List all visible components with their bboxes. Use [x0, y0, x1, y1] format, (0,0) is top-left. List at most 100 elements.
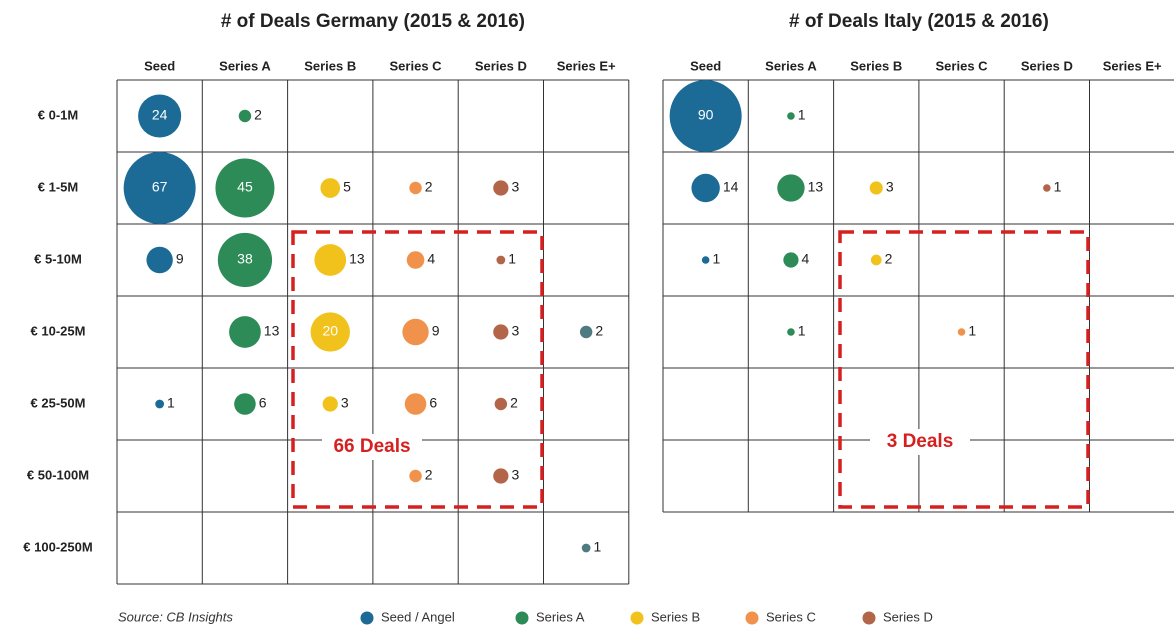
- value-label: 67: [152, 179, 168, 195]
- column-header: Series C: [390, 58, 443, 73]
- bubble: [146, 246, 173, 274]
- value-label: 3: [511, 467, 519, 483]
- value-label: 13: [808, 179, 824, 195]
- legend-label: Series C: [766, 609, 816, 624]
- bubble: [402, 318, 429, 346]
- column-header: Seed: [144, 58, 175, 73]
- bubble: [238, 109, 252, 123]
- value-label: 3: [511, 323, 519, 339]
- value-label: 45: [237, 179, 253, 195]
- bubble: [493, 468, 509, 484]
- column-header: Series A: [765, 58, 817, 73]
- source: Source: CB Insights: [118, 609, 233, 624]
- bubble: [409, 469, 422, 483]
- value-label: 38: [237, 251, 253, 267]
- bubble: [869, 181, 883, 195]
- row-label: € 5-10M: [34, 251, 82, 266]
- bubble: [787, 112, 795, 120]
- value-label: 90: [698, 107, 714, 123]
- bubble: [1043, 184, 1051, 192]
- bubble: [783, 252, 799, 268]
- bubble: [579, 325, 593, 339]
- value-label: 1: [167, 395, 175, 411]
- column-header: Series B: [850, 58, 902, 73]
- bubble: [215, 158, 275, 218]
- value-label: 2: [885, 251, 893, 267]
- bubble: [669, 80, 742, 152]
- row-label: € 1-5M: [38, 179, 78, 194]
- row-label: € 10-25M: [31, 323, 86, 338]
- legend-marker: [360, 611, 374, 625]
- bubble: [404, 393, 427, 415]
- value-label: 2: [425, 467, 433, 483]
- legend-marker: [515, 611, 529, 625]
- value-label: 3: [886, 179, 894, 195]
- row-label: € 0-1M: [38, 107, 78, 122]
- annotation: 66 Deals: [333, 436, 410, 457]
- chart-title: # of Deals Italy (2015 & 2016): [789, 11, 1049, 32]
- value-label: 20: [322, 323, 338, 339]
- bubble: [409, 181, 422, 195]
- highlight-box: [838, 230, 1090, 509]
- bubble: [310, 312, 350, 352]
- bubble: [234, 393, 256, 415]
- column-header: Series B: [304, 58, 356, 73]
- value-label: 1: [508, 251, 516, 267]
- bubble: [581, 543, 591, 553]
- column-header: Series A: [219, 58, 271, 73]
- bubble: [123, 152, 196, 224]
- bubble: [229, 316, 261, 348]
- value-label: 3: [511, 179, 519, 195]
- row-label: € 100-250M: [23, 539, 92, 554]
- legend-marker: [630, 611, 644, 625]
- bubble: [314, 244, 347, 276]
- bubble: [493, 180, 509, 196]
- legend-label: Series A: [536, 609, 585, 624]
- bubble: [691, 173, 720, 203]
- bubble: [870, 254, 882, 266]
- bubble: [320, 178, 341, 198]
- legend-label: Series D: [883, 609, 933, 624]
- value-label: 4: [427, 251, 435, 267]
- value-label: 9: [176, 251, 184, 267]
- column-header: Series E+: [557, 58, 616, 73]
- value-label: 6: [259, 395, 267, 411]
- bubble: [138, 94, 182, 138]
- value-label: 2: [425, 179, 433, 195]
- value-label: 1: [798, 323, 806, 339]
- value-label: 13: [264, 323, 280, 339]
- bubble: [957, 328, 966, 336]
- value-label: 1: [798, 107, 806, 123]
- bubble: [406, 251, 425, 269]
- bubble: [701, 256, 710, 264]
- annotation-bg: [870, 429, 970, 455]
- row-label: € 25-50M: [31, 395, 86, 410]
- value-label: 1: [594, 539, 602, 555]
- value-label: 1: [968, 323, 976, 339]
- value-label: 2: [595, 323, 603, 339]
- value-label: 4: [802, 251, 810, 267]
- column-header: Series C: [936, 58, 989, 73]
- value-label: 24: [152, 107, 168, 123]
- chart-title: # of Deals Germany (2015 & 2016): [221, 11, 525, 32]
- column-header: Series D: [475, 58, 527, 73]
- value-label: 6: [429, 395, 437, 411]
- row-label: € 50-100M: [27, 467, 89, 482]
- bubble: [493, 324, 509, 340]
- column-header: Seed: [690, 58, 721, 73]
- value-label: 2: [510, 395, 518, 411]
- legend-marker: [745, 611, 759, 625]
- bubble: [155, 399, 165, 409]
- value-label: 9: [432, 323, 440, 339]
- bubble: [787, 328, 795, 336]
- value-label: 13: [349, 251, 365, 267]
- value-label: 5: [343, 179, 351, 195]
- bubble: [217, 232, 273, 288]
- value-label: 1: [1054, 179, 1062, 195]
- annotation: 3 Deals: [887, 431, 954, 452]
- bubble: [494, 397, 508, 411]
- column-header: Series E+: [1103, 58, 1162, 73]
- value-label: 3: [341, 395, 349, 411]
- bubble: [496, 255, 506, 265]
